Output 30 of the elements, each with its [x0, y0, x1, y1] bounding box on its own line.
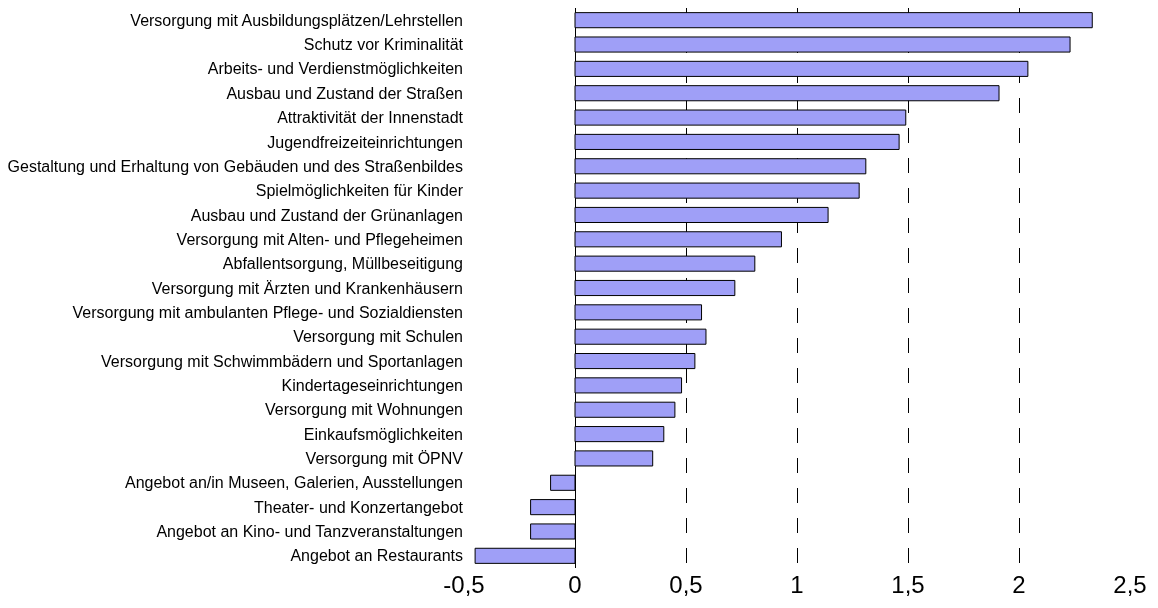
y-tick-label: Ausbau und Zustand der Grünanlagen — [190, 206, 463, 224]
y-tick-label: Versorgung mit ambulanten Pflege- und Sozialdiensten — [72, 303, 463, 321]
x-tick-label: 0 — [568, 571, 582, 598]
y-tick-label: Versorgung mit Schwimmbädern und Sportanlagen — [101, 352, 463, 370]
y-tick-label: Abfallentsorgung, Müllbeseitigung — [222, 255, 463, 273]
y-tick-label: Jugendfreizeiteinrichtungen — [267, 133, 463, 151]
y-tick-label: Schutz vor Kriminalität — [303, 36, 464, 54]
y-tick-label: Versorgung mit Ärzten und Krankenhäusern — [151, 279, 463, 297]
y-tick-label: Versorgung mit ÖPNV — [305, 450, 464, 468]
y-tick-label: Arbeits- und Verdienstmöglichkeiten — [207, 60, 463, 78]
x-tick-label: 1,5 — [891, 571, 925, 598]
x-tick-label: 2 — [1012, 571, 1026, 598]
x-tick-label: -0,5 — [443, 571, 485, 598]
y-tick-label: Versorgung mit Wohnungen — [264, 401, 463, 419]
x-tick-label: 0,5 — [669, 571, 703, 598]
y-tick-label: Ausbau und Zustand der Straßen — [226, 84, 463, 102]
y-tick-label: Versorgung mit Ausbildungsplätzen/Lehrstellen — [130, 11, 463, 29]
y-tick-label: Angebot an/in Museen, Galerien, Ausstellungen — [124, 474, 463, 492]
y-tick-label: Einkaufsmöglichkeiten — [303, 425, 463, 443]
y-tick-label: Kindertageseinrichtungen — [281, 376, 463, 394]
x-tick-label: 1 — [790, 571, 804, 598]
y-tick-label: Attraktivität der Innenstadt — [277, 109, 464, 127]
y-tick-label: Theater- und Konzertangebot — [253, 498, 464, 516]
x-tick-label: 2,5 — [1113, 571, 1147, 598]
y-tick-label: Angebot an Restaurants — [290, 547, 463, 565]
y-tick-label: Gestaltung und Erhaltung von Gebäuden und des Straßenbildes — [7, 157, 463, 175]
y-tick-label: Versorgung mit Alten- und Pflegeheimen — [176, 230, 463, 248]
y-tick-label: Angebot an Kino- und Tanzveranstaltungen — [156, 523, 463, 541]
y-tick-label: Versorgung mit Schulen — [293, 328, 463, 346]
y-tick-label: Spielmöglichkeiten für Kinder — [255, 182, 464, 200]
